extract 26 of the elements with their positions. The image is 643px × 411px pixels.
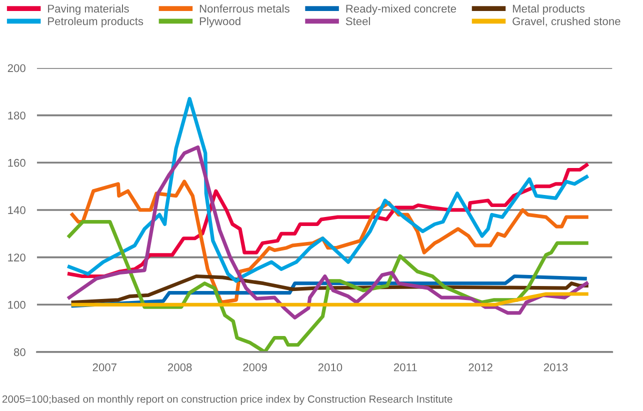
y-tick-label: 80 [14,348,26,356]
x-tick-label: 2012 [468,363,492,372]
x-tick-label: 2007 [92,363,116,372]
y-tick-label: 160 [8,158,26,167]
x-tick-label: 2011 [394,363,417,372]
y-tick-label: 140 [8,206,26,214]
y-tick-label: 180 [8,112,26,120]
legend-label: Metal products [512,4,585,15]
legend-label: Nonferrous metals [200,4,290,13]
x-tick-label: 2008 [168,363,192,372]
x-tick-label: 2013 [544,363,568,372]
line-series [67,96,588,283]
y-tick-label: 200 [8,64,26,72]
legend-label: Steel [346,17,370,26]
line-series [67,220,588,352]
legend-label: Petroleum products [48,17,144,28]
line-series [67,145,588,320]
legend-label: Plywood [200,17,240,28]
legend-label: Paving materials [48,4,129,15]
x-tick-label: 2010 [318,363,342,372]
y-tick-label: 120 [8,254,26,262]
legend-label: Ready-mixed concrete [346,4,456,15]
y-tick-label: 100 [8,300,26,309]
legend-label: Gravel, crushed stone [512,17,620,26]
text: 2005=100;based on monthly report on construction price index by Construction Research Institute [2,395,452,405]
x-tick-label: 2009 [243,363,267,372]
